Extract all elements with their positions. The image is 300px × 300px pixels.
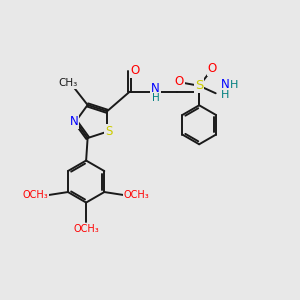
Text: S: S	[195, 79, 203, 92]
Text: H: H	[152, 93, 159, 103]
Text: N: N	[151, 82, 160, 95]
Text: H: H	[221, 90, 230, 100]
Text: O: O	[175, 75, 184, 88]
Text: H: H	[230, 80, 238, 90]
Text: OCH₃: OCH₃	[23, 190, 49, 200]
Text: CH₃: CH₃	[59, 78, 78, 88]
Text: S: S	[105, 125, 112, 138]
Text: OCH₃: OCH₃	[73, 224, 99, 234]
Text: O: O	[208, 62, 217, 75]
Text: N: N	[70, 115, 79, 128]
Text: N: N	[221, 78, 230, 92]
Text: O: O	[130, 64, 140, 77]
Text: OCH₃: OCH₃	[124, 190, 149, 200]
